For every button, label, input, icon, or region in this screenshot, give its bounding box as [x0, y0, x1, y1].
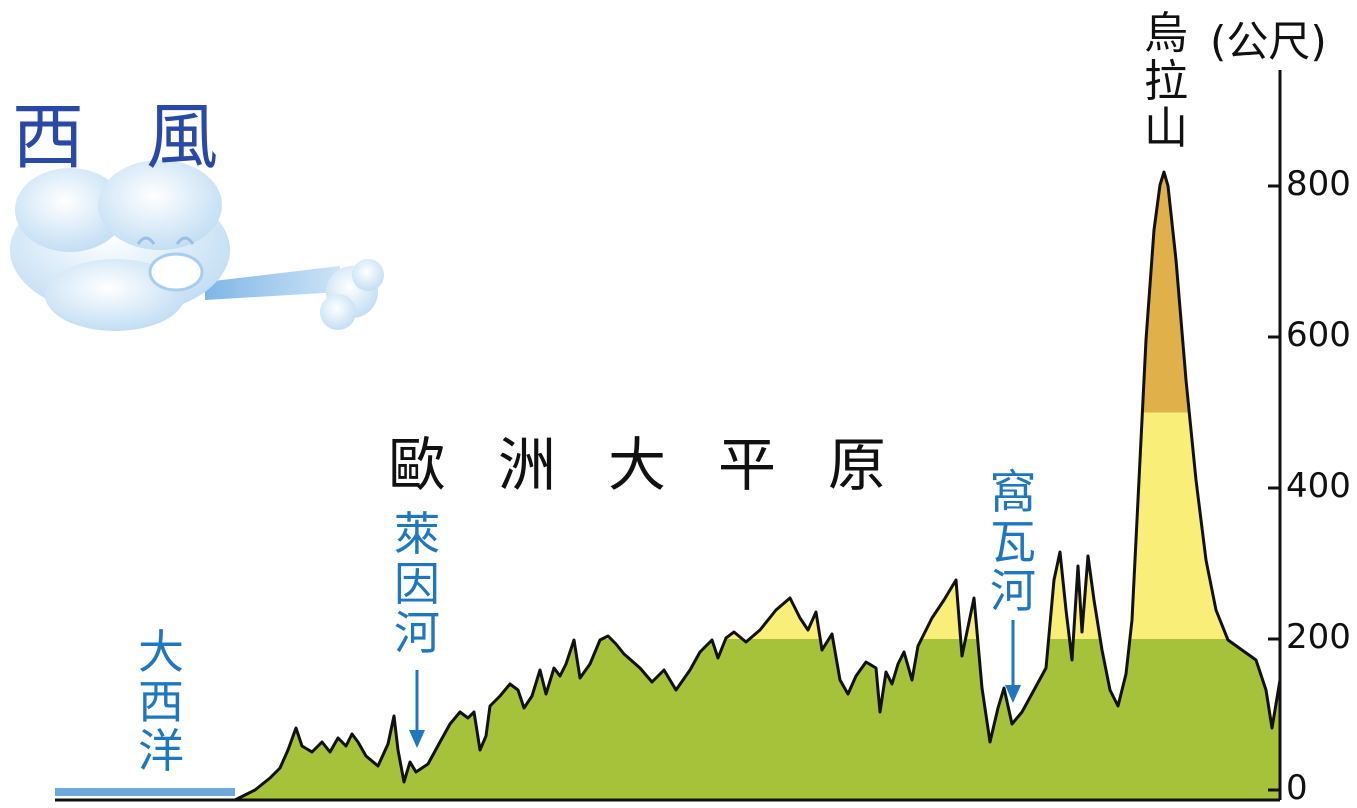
ocean-surface — [55, 788, 235, 796]
cloud-icon — [10, 160, 384, 331]
tick-label: 200 — [1286, 617, 1351, 657]
ocean-label: 大西洋 — [138, 625, 184, 779]
mountain-label: 烏拉山 — [1144, 8, 1188, 155]
elevation-axis — [1268, 70, 1282, 800]
tick-label: 0 — [1286, 768, 1308, 808]
tick-label: 400 — [1286, 466, 1351, 506]
rhine-label: 萊因河 — [394, 507, 440, 661]
tick-label: 800 — [1286, 164, 1351, 204]
axis-unit: (公尺) — [1210, 17, 1327, 66]
volga-arrow-icon — [1005, 620, 1021, 703]
wind-title: 西風 — [12, 95, 281, 179]
band-low — [235, 639, 1280, 800]
terrain-outline — [234, 170, 1282, 802]
tick-label: 600 — [1286, 315, 1351, 355]
volga-label: 窩瓦河 — [990, 465, 1036, 619]
rhine-arrow-icon — [409, 670, 425, 748]
plain-label: 歐洲大平原 — [388, 431, 939, 499]
